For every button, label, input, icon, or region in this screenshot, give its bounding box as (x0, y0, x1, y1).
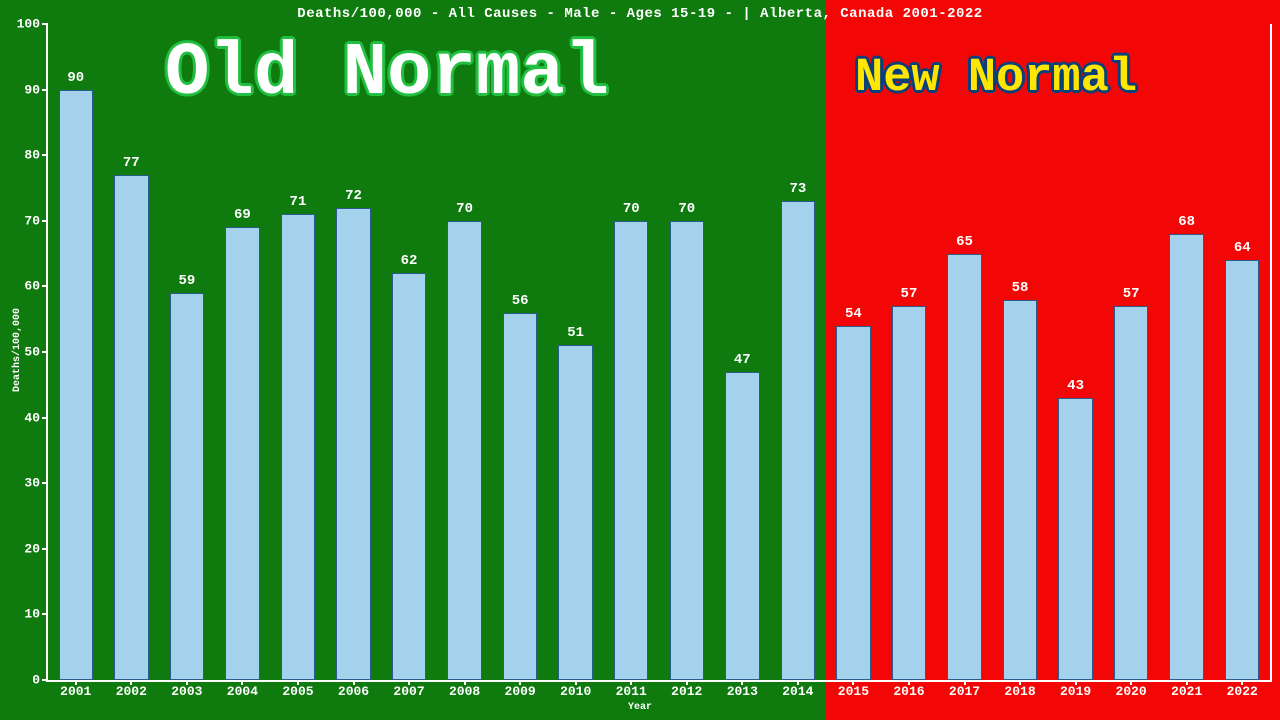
y-tick-label: 40 (24, 410, 40, 425)
x-tick-label: 2002 (116, 684, 147, 699)
bar (670, 221, 704, 680)
overlay-old-normal: Old Normal (165, 32, 609, 116)
x-axis-title: Year (0, 702, 1280, 713)
bar-value-label: 77 (123, 155, 140, 171)
x-tick-label: 2005 (282, 684, 313, 699)
bar (892, 306, 926, 680)
y-tick-label: 10 (24, 607, 40, 622)
x-tick-label: 2003 (171, 684, 202, 699)
bar (114, 175, 148, 680)
x-tick-label: 2019 (1060, 684, 1091, 699)
y-tick-mark (42, 548, 48, 550)
bar (170, 293, 204, 680)
bar-value-label: 58 (1012, 280, 1029, 296)
bar-value-label: 68 (1178, 214, 1195, 230)
y-tick-mark (42, 613, 48, 615)
bar (59, 90, 93, 680)
x-tick-label: 2022 (1227, 684, 1258, 699)
bar-value-label: 65 (956, 234, 973, 250)
x-tick-label: 2013 (727, 684, 758, 699)
y-tick-label: 50 (24, 345, 40, 360)
x-tick-label: 2001 (60, 684, 91, 699)
x-tick-label: 2010 (560, 684, 591, 699)
x-tick-label: 2018 (1004, 684, 1035, 699)
y-tick-label: 0 (32, 673, 40, 688)
y-tick-mark (42, 679, 48, 681)
y-axis-line-right (1270, 24, 1272, 680)
bar (725, 372, 759, 680)
bar (447, 221, 481, 680)
bar (1003, 300, 1037, 680)
y-tick-label: 30 (24, 476, 40, 491)
bar-value-label: 70 (623, 201, 640, 217)
bar (558, 345, 592, 680)
x-axis-line (46, 680, 1272, 682)
bar (281, 214, 315, 680)
bar-value-label: 51 (567, 325, 584, 341)
x-tick-label: 2007 (393, 684, 424, 699)
y-tick-mark (42, 23, 48, 25)
x-tick-label: 2004 (227, 684, 258, 699)
bar-value-label: 64 (1234, 240, 1251, 256)
bar (392, 273, 426, 680)
bar-value-label: 62 (401, 253, 418, 269)
bar-value-label: 72 (345, 188, 362, 204)
bar (836, 326, 870, 680)
y-tick-mark (42, 154, 48, 156)
bar (503, 313, 537, 680)
x-tick-label: 2011 (616, 684, 647, 699)
x-tick-label: 2021 (1171, 684, 1202, 699)
x-tick-label: 2020 (1116, 684, 1147, 699)
y-tick-label: 60 (24, 279, 40, 294)
bar-value-label: 71 (290, 194, 307, 210)
bar-value-label: 56 (512, 293, 529, 309)
x-tick-label: 2016 (893, 684, 924, 699)
overlay-new-normal: New Normal (855, 52, 1137, 105)
bar (614, 221, 648, 680)
y-tick-mark (42, 220, 48, 222)
chart-title: Deaths/100,000 - All Causes - Male - Age… (0, 6, 1280, 22)
y-tick-mark (42, 89, 48, 91)
bar (781, 201, 815, 680)
bar (336, 208, 370, 680)
y-tick-mark (42, 351, 48, 353)
x-tick-label: 2009 (505, 684, 536, 699)
bar-value-label: 54 (845, 306, 862, 322)
bar (1114, 306, 1148, 680)
bar (947, 254, 981, 680)
bar (1169, 234, 1203, 680)
bar-value-label: 59 (178, 273, 195, 289)
bar-value-label: 73 (789, 181, 806, 197)
bar-value-label: 69 (234, 207, 251, 223)
bar-value-label: 47 (734, 352, 751, 368)
y-tick-label: 90 (24, 82, 40, 97)
x-tick-label: 2008 (449, 684, 480, 699)
chart-viewport: Deaths/100,000 - All Causes - Male - Age… (0, 0, 1280, 720)
x-tick-label: 2014 (782, 684, 813, 699)
bar (1225, 260, 1259, 680)
y-tick-label: 80 (24, 148, 40, 163)
y-axis-title: Deaths/100,000 (12, 308, 23, 392)
y-tick-mark (42, 285, 48, 287)
y-tick-label: 70 (24, 213, 40, 228)
x-tick-label: 2006 (338, 684, 369, 699)
bar-value-label: 57 (901, 286, 918, 302)
y-tick-mark (42, 482, 48, 484)
bar-value-label: 90 (67, 70, 84, 86)
bar-value-label: 57 (1123, 286, 1140, 302)
bar (1058, 398, 1092, 680)
x-tick-label: 2012 (671, 684, 702, 699)
x-tick-label: 2017 (949, 684, 980, 699)
bar-value-label: 70 (456, 201, 473, 217)
x-tick-label: 2015 (838, 684, 869, 699)
y-tick-label: 20 (24, 541, 40, 556)
bar-value-label: 43 (1067, 378, 1084, 394)
y-tick-mark (42, 417, 48, 419)
bar-value-label: 70 (678, 201, 695, 217)
bar (225, 227, 259, 680)
